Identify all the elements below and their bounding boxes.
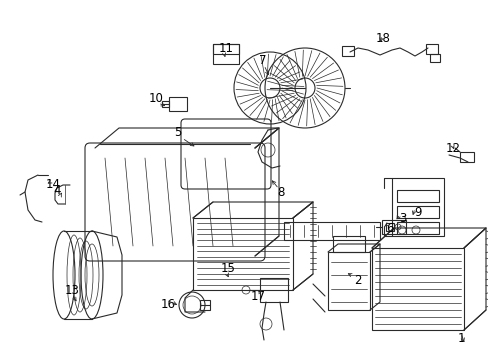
Text: 9: 9 xyxy=(413,207,421,220)
Text: 17: 17 xyxy=(250,291,265,303)
Bar xyxy=(425,44,437,54)
Text: 3: 3 xyxy=(399,211,406,225)
Bar xyxy=(396,206,438,218)
Bar xyxy=(284,222,379,240)
Bar xyxy=(381,220,405,234)
Bar xyxy=(391,178,443,236)
Bar xyxy=(385,223,393,231)
Text: 16: 16 xyxy=(160,297,175,310)
Bar xyxy=(213,44,239,64)
Text: 8: 8 xyxy=(277,186,284,199)
Bar xyxy=(396,222,438,234)
Bar xyxy=(396,190,438,202)
Text: 12: 12 xyxy=(445,141,460,154)
Bar xyxy=(193,218,292,290)
Text: 13: 13 xyxy=(64,284,79,297)
Text: 14: 14 xyxy=(45,179,61,192)
Bar xyxy=(162,101,169,107)
Text: 1: 1 xyxy=(456,332,464,345)
Text: 18: 18 xyxy=(375,31,389,45)
Bar xyxy=(260,278,287,302)
Text: 15: 15 xyxy=(220,261,235,274)
Bar xyxy=(371,248,463,330)
Text: 10: 10 xyxy=(148,91,163,104)
Text: 2: 2 xyxy=(353,274,361,287)
Bar xyxy=(429,54,439,62)
Text: 7: 7 xyxy=(259,54,266,67)
Bar xyxy=(341,46,353,56)
Text: 11: 11 xyxy=(218,41,233,54)
Text: 4: 4 xyxy=(53,184,61,198)
Text: 5: 5 xyxy=(174,126,182,139)
Bar xyxy=(332,236,364,252)
Bar xyxy=(169,97,186,111)
Bar xyxy=(213,44,239,54)
Bar xyxy=(327,252,369,310)
Bar xyxy=(200,300,209,310)
Text: 6: 6 xyxy=(386,221,393,234)
Bar xyxy=(459,152,473,162)
